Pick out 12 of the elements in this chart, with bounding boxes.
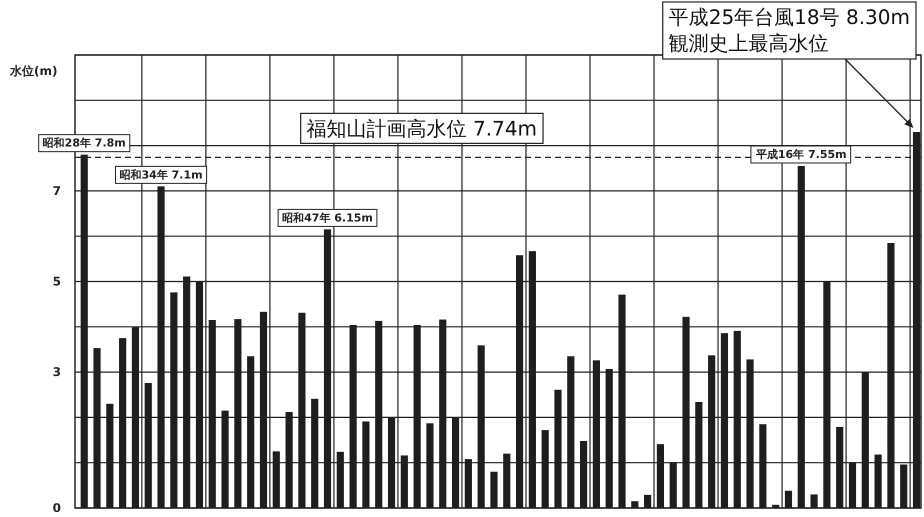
data-label: 昭和47年 6.15m	[282, 211, 373, 224]
data-label: 昭和28年 7.8m	[42, 136, 126, 150]
annotation: 平成25年台風18号 8.30m 観測史上最高水位	[662, 1, 917, 128]
annotation: 観測史上最高水位	[668, 31, 829, 55]
y-tick-label: 5	[52, 274, 61, 288]
y-tick-label: 3	[52, 365, 61, 380]
data-label: 平成16年 7.55m	[754, 148, 847, 161]
ref-line-label: 福知山計画高水位 7.74m	[306, 116, 538, 140]
y-tick-label: 0	[52, 501, 61, 515]
y-tick-label: 7	[52, 184, 61, 198]
y-axis-title: 水位(m)	[9, 64, 58, 78]
data-label: 昭和34年 7.1m	[120, 168, 203, 182]
